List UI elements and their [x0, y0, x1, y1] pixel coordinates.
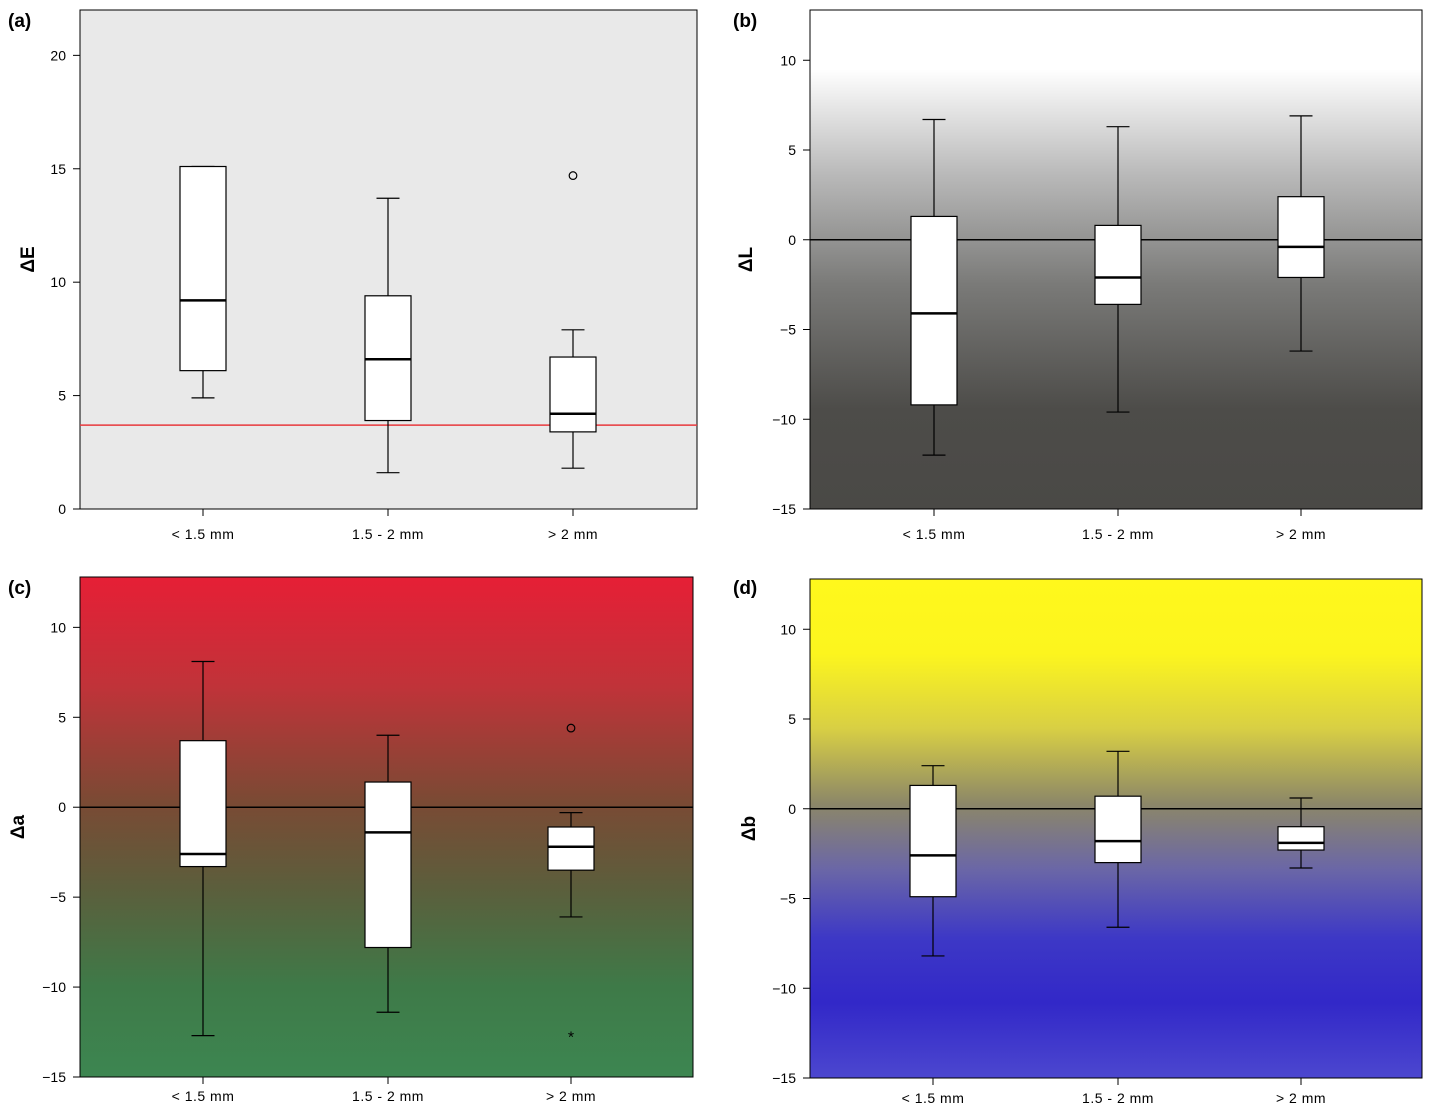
- box-a-1: [179, 165, 227, 399]
- y-axis-label-c: Δa: [8, 814, 29, 839]
- y-tick-label: 0: [788, 232, 796, 248]
- iqr-box: [1277, 826, 1325, 851]
- y-tick-label: 10: [780, 52, 796, 68]
- y-tick-label: −5: [780, 322, 796, 338]
- box-b-2: [1094, 126, 1142, 413]
- x-tick-label: > 2 mm: [548, 526, 598, 542]
- x-tick-label: 1.5 - 2 mm: [352, 1088, 424, 1104]
- panel-b: (b) ΔL −15 −10 −5 0 5 10 < 1.5 mm 1.5 - 2 mm > 2 m…: [733, 9, 1423, 542]
- panel-c: (c) Δa −15 −10 −5 0 5 10 < 1.5 mm 1.5 - 2 mm * > 2 …: [8, 576, 694, 1104]
- x-tick-label: 1.5 - 2 mm: [1082, 1090, 1154, 1106]
- y-tick-label: −5: [50, 889, 66, 905]
- box-a-3: [549, 171, 597, 469]
- y-tick-label: 5: [788, 142, 796, 158]
- panel-a: (a) ΔE 0 5 10 15 20 < 1.5 mm 1.5 - 2 mm > 2 mm: [8, 9, 698, 542]
- y-tick-label: 10: [50, 619, 66, 635]
- box-d-2: [1094, 750, 1142, 928]
- x-tick-label: > 2 mm: [1276, 1090, 1326, 1106]
- box-d-1: [909, 765, 957, 957]
- iqr-box: [909, 784, 957, 898]
- outlier-point: [568, 171, 578, 180]
- x-tick-label: 1.5 - 2 mm: [1082, 526, 1154, 542]
- panel-d: (d) Δb −15 −10 −5 0 5 10 < 1.5 mm 1.5 - 2 mm > 2 m…: [733, 578, 1423, 1106]
- y-tick-label: 0: [58, 501, 66, 517]
- y-tick-label: 0: [788, 801, 796, 817]
- y-tick-label: −15: [42, 1069, 66, 1085]
- box-b-1: [910, 118, 958, 456]
- y-tick-label: −15: [772, 1070, 796, 1086]
- box-b-3: [1277, 115, 1325, 352]
- y-tick-label: 10: [780, 621, 796, 637]
- box-c-1: [179, 660, 227, 1037]
- y-tick-label: −10: [772, 411, 796, 427]
- x-tick-label: > 2 mm: [1276, 526, 1326, 542]
- panel-label-b: (b): [733, 11, 757, 32]
- iqr-box: [1277, 196, 1325, 279]
- x-tick-label: < 1.5 mm: [172, 526, 235, 542]
- y-tick-label: −10: [42, 979, 66, 995]
- y-tick-label: 5: [58, 709, 66, 725]
- iqr-box: [364, 781, 412, 949]
- x-tick-label: < 1.5 mm: [902, 1090, 965, 1106]
- y-tick-label: 20: [50, 47, 66, 63]
- box-a-2: [364, 197, 412, 474]
- y-tick-label: 15: [50, 161, 66, 177]
- y-tick-label: 10: [50, 274, 66, 290]
- panel-label-a: (a): [8, 11, 31, 32]
- box-c-2: [364, 734, 412, 1013]
- x-tick-label: < 1.5 mm: [172, 1088, 235, 1104]
- x-tick-label: < 1.5 mm: [903, 526, 966, 542]
- y-tick-label: −10: [772, 980, 796, 996]
- box-d-3: [1277, 797, 1325, 869]
- y-tick-label: −5: [780, 891, 796, 907]
- x-tick-label: 1.5 - 2 mm: [352, 526, 424, 542]
- y-tick-label: 5: [58, 388, 66, 404]
- iqr-box: [179, 740, 227, 868]
- panel-label-d: (d): [733, 578, 757, 599]
- iqr-box: [549, 356, 597, 433]
- iqr-box: [910, 215, 958, 406]
- box-c-3: *: [547, 723, 595, 1047]
- iqr-box: [1094, 224, 1142, 305]
- iqr-box: [547, 826, 595, 871]
- y-tick-label: 0: [58, 799, 66, 815]
- panel-label-c: (c): [8, 578, 31, 599]
- y-axis-label-d: Δb: [739, 816, 760, 841]
- outlier-point: [566, 723, 576, 733]
- iqr-box: [1094, 795, 1142, 864]
- iqr-box: [179, 165, 227, 372]
- x-tick-label: > 2 mm: [546, 1088, 596, 1104]
- y-axis-label-a: ΔE: [18, 246, 39, 272]
- extreme-point: *: [568, 1030, 574, 1047]
- y-tick-label: −15: [772, 501, 796, 517]
- y-tick-label: 5: [788, 711, 796, 727]
- y-axis-label-b: ΔL: [736, 246, 757, 272]
